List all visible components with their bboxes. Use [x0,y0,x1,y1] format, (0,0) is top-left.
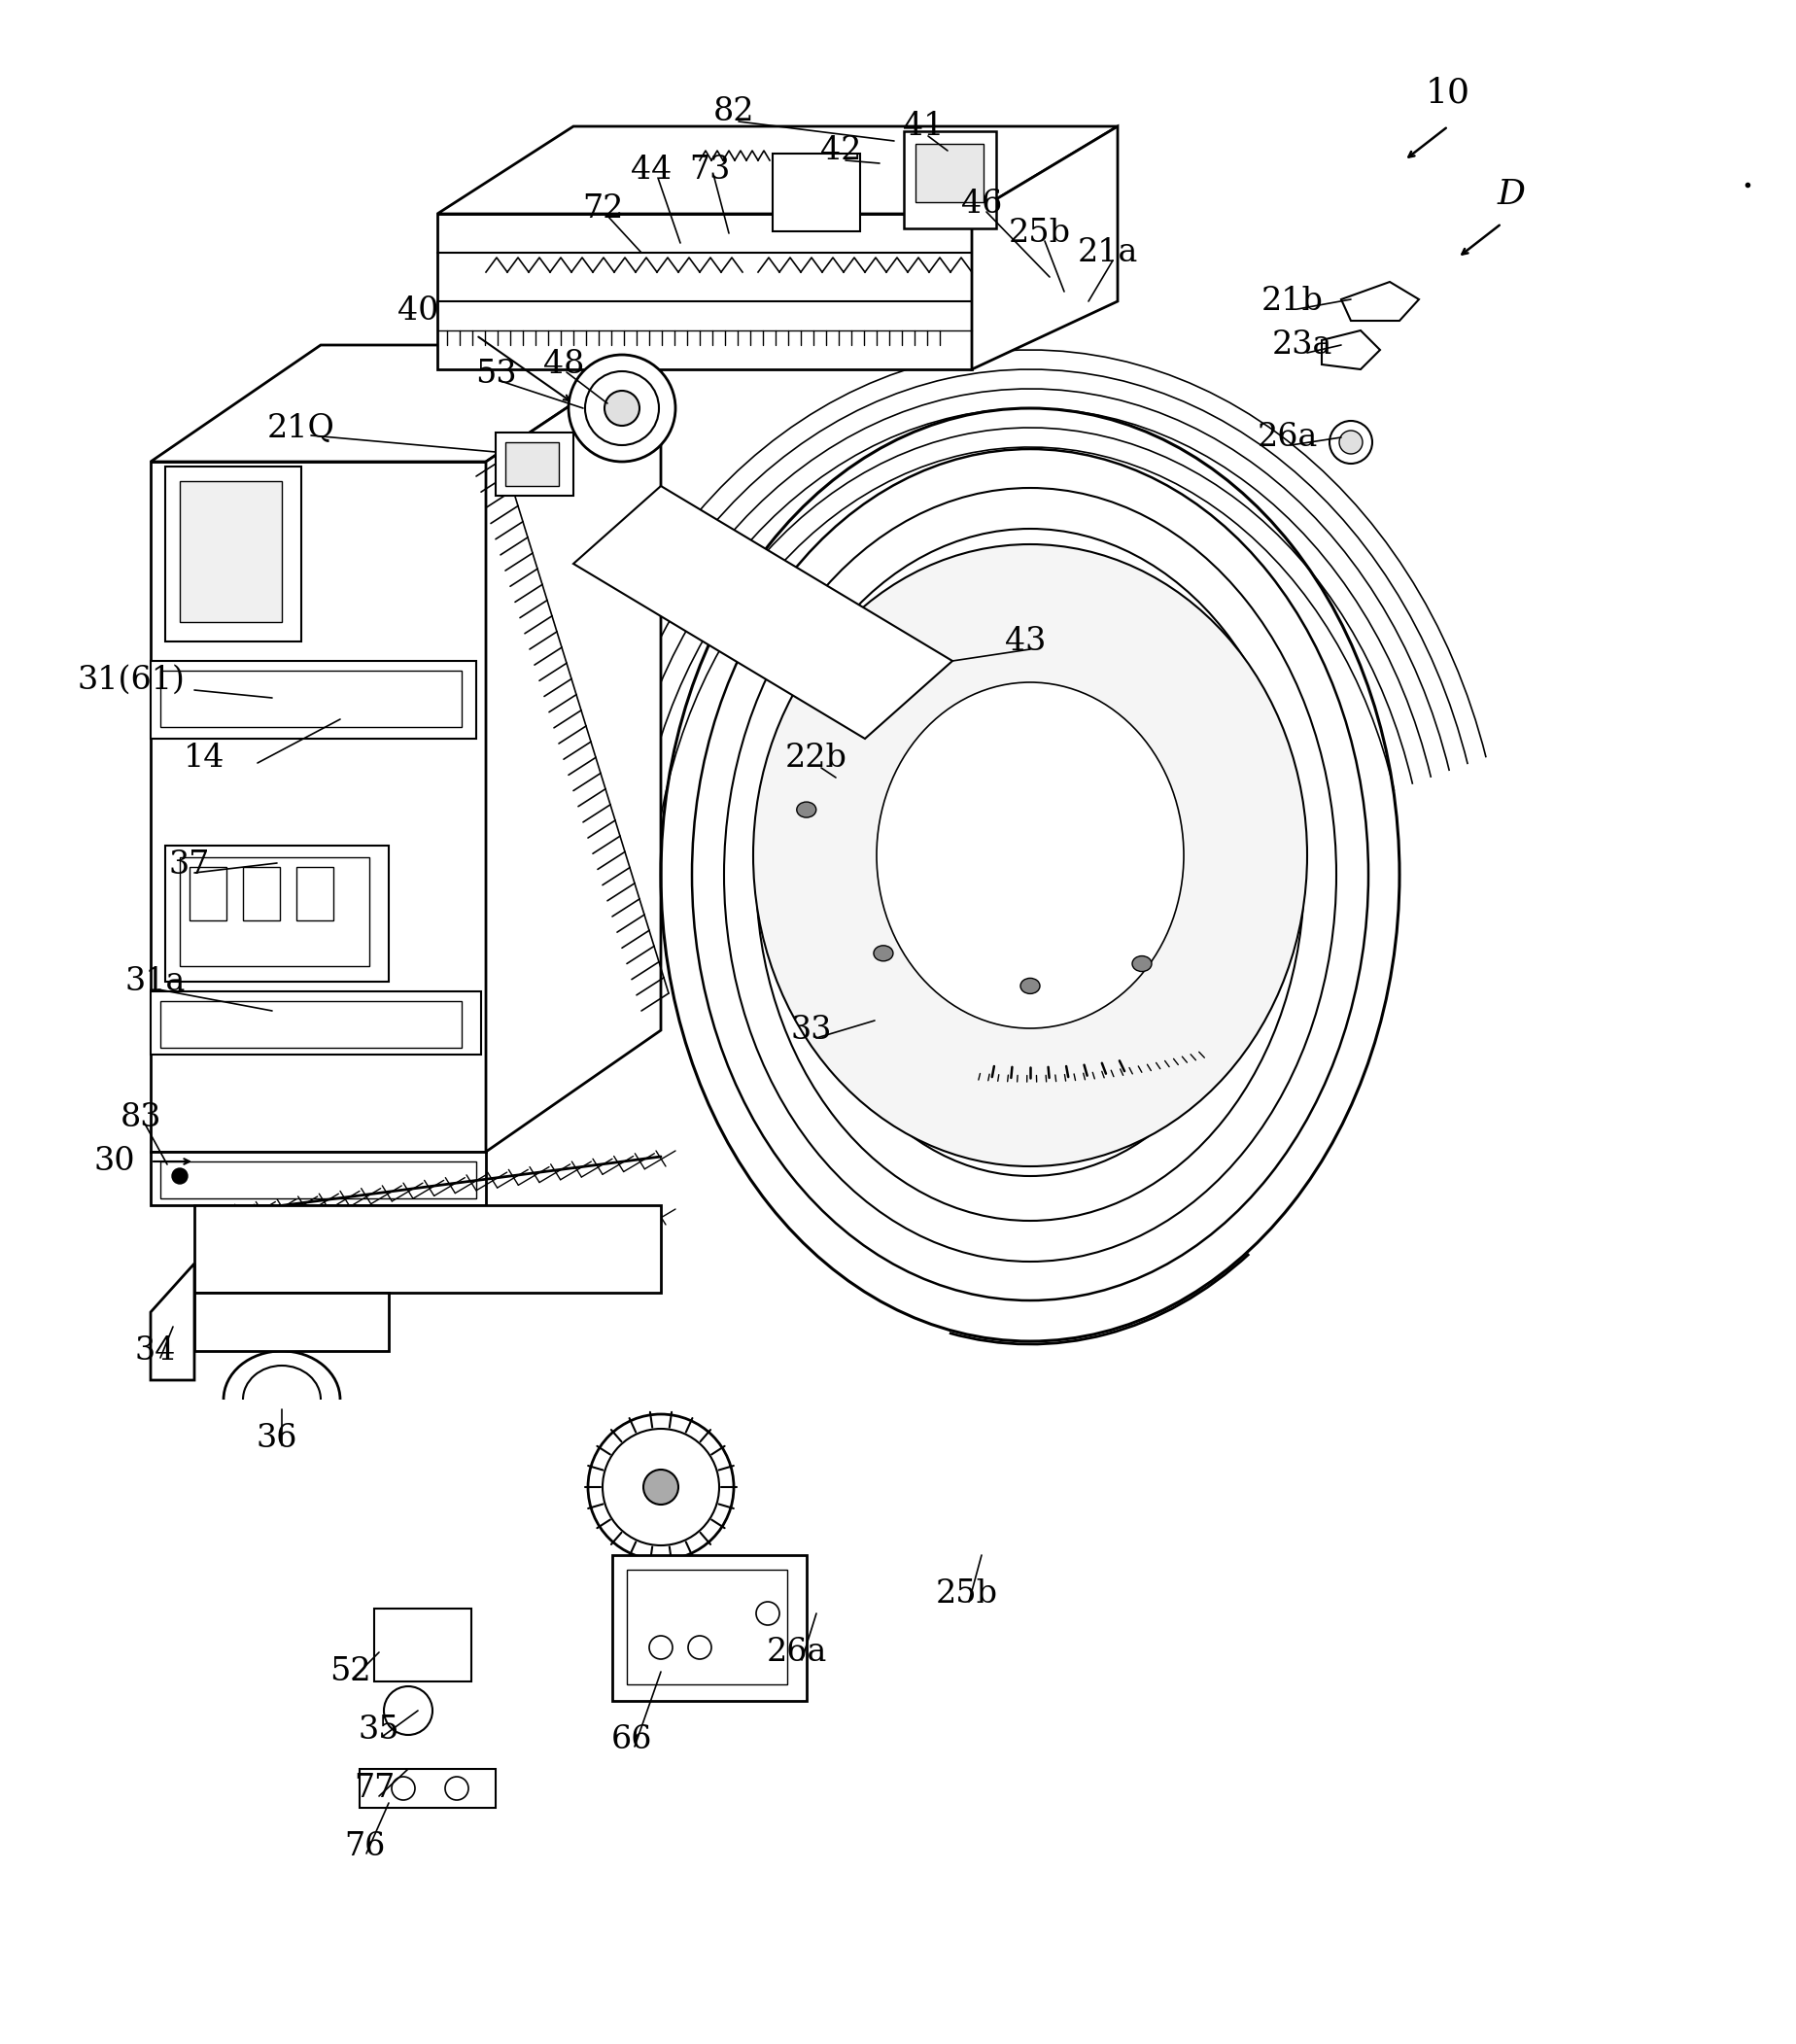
Ellipse shape [569,356,675,462]
Bar [772,153,860,231]
Bar [165,846,388,981]
Text: 53: 53 [474,358,517,390]
Text: 10: 10 [1426,76,1471,108]
Bar [903,131,997,229]
Text: 72: 72 [582,194,623,225]
Bar [359,1768,496,1807]
Text: 26a: 26a [1257,421,1318,454]
Text: 22b: 22b [785,742,848,775]
Ellipse shape [172,1169,187,1183]
Text: 83: 83 [120,1102,162,1132]
Ellipse shape [753,544,1307,1167]
Bar [160,1161,476,1198]
Bar [151,991,481,1055]
Text: D: D [1498,178,1525,211]
Ellipse shape [445,1776,469,1801]
Polygon shape [151,1263,194,1380]
Ellipse shape [756,1602,779,1625]
Bar [190,867,226,920]
Ellipse shape [1340,431,1363,454]
Ellipse shape [1329,421,1372,464]
Text: 23a: 23a [1272,329,1333,360]
Text: 44: 44 [630,155,672,186]
Ellipse shape [876,683,1184,1028]
Text: 36: 36 [257,1423,298,1453]
Ellipse shape [880,685,1180,1065]
Text: 48: 48 [542,350,584,380]
Polygon shape [1322,331,1379,370]
Ellipse shape [392,1776,415,1801]
Ellipse shape [957,783,1103,967]
Ellipse shape [602,1429,718,1545]
Text: 21b: 21b [1261,286,1324,317]
Bar [496,433,573,497]
Text: 31(61): 31(61) [77,664,185,695]
Polygon shape [972,127,1117,370]
Ellipse shape [587,1414,735,1560]
Text: 21a: 21a [1078,237,1139,268]
Polygon shape [487,345,661,1151]
Bar [151,1151,487,1206]
Ellipse shape [605,390,639,425]
Polygon shape [438,215,972,370]
Ellipse shape [1020,979,1040,993]
Bar [194,1206,661,1292]
Bar [165,466,302,642]
Ellipse shape [585,372,659,446]
Bar [160,1002,462,1049]
Text: 40: 40 [397,296,438,327]
Polygon shape [573,486,952,738]
Bar [194,1292,388,1351]
Bar [916,143,984,202]
Text: 66: 66 [611,1725,652,1756]
Bar [180,856,370,967]
Bar [151,660,476,738]
Text: 52: 52 [329,1656,370,1686]
Ellipse shape [1131,957,1151,971]
Ellipse shape [688,1635,711,1660]
Polygon shape [151,345,661,462]
Text: 46: 46 [961,188,1002,219]
Ellipse shape [797,801,815,818]
Polygon shape [151,462,487,1151]
Text: 76: 76 [343,1831,384,1862]
Text: 42: 42 [821,135,862,166]
Ellipse shape [384,1686,433,1735]
Text: 30: 30 [93,1147,135,1177]
Ellipse shape [873,946,893,961]
Text: 43: 43 [1004,625,1045,656]
Text: 26a: 26a [767,1637,828,1668]
Bar [374,1609,471,1682]
Text: 82: 82 [713,96,754,127]
Bar [296,867,334,920]
Text: 31a: 31a [126,967,185,997]
Text: 35: 35 [359,1715,401,1746]
Text: 37: 37 [169,850,210,881]
Bar [505,442,559,486]
Text: 21Q: 21Q [268,413,336,444]
Text: 33: 33 [790,1014,832,1047]
Ellipse shape [918,734,1142,1016]
Bar [612,1555,806,1701]
Polygon shape [438,127,1117,215]
Polygon shape [1342,282,1419,321]
Bar [160,670,462,728]
Text: 73: 73 [690,155,729,186]
Bar [627,1570,787,1684]
Ellipse shape [986,820,1074,930]
Bar [242,867,280,920]
Text: 14: 14 [183,742,224,775]
Text: 25b: 25b [936,1578,999,1609]
Ellipse shape [648,1635,672,1660]
Text: 34: 34 [135,1335,176,1367]
Text: 77: 77 [354,1772,395,1805]
Text: 41: 41 [903,110,945,141]
Text: 25b: 25b [1009,219,1070,249]
Bar [180,480,282,621]
Ellipse shape [643,1470,679,1504]
